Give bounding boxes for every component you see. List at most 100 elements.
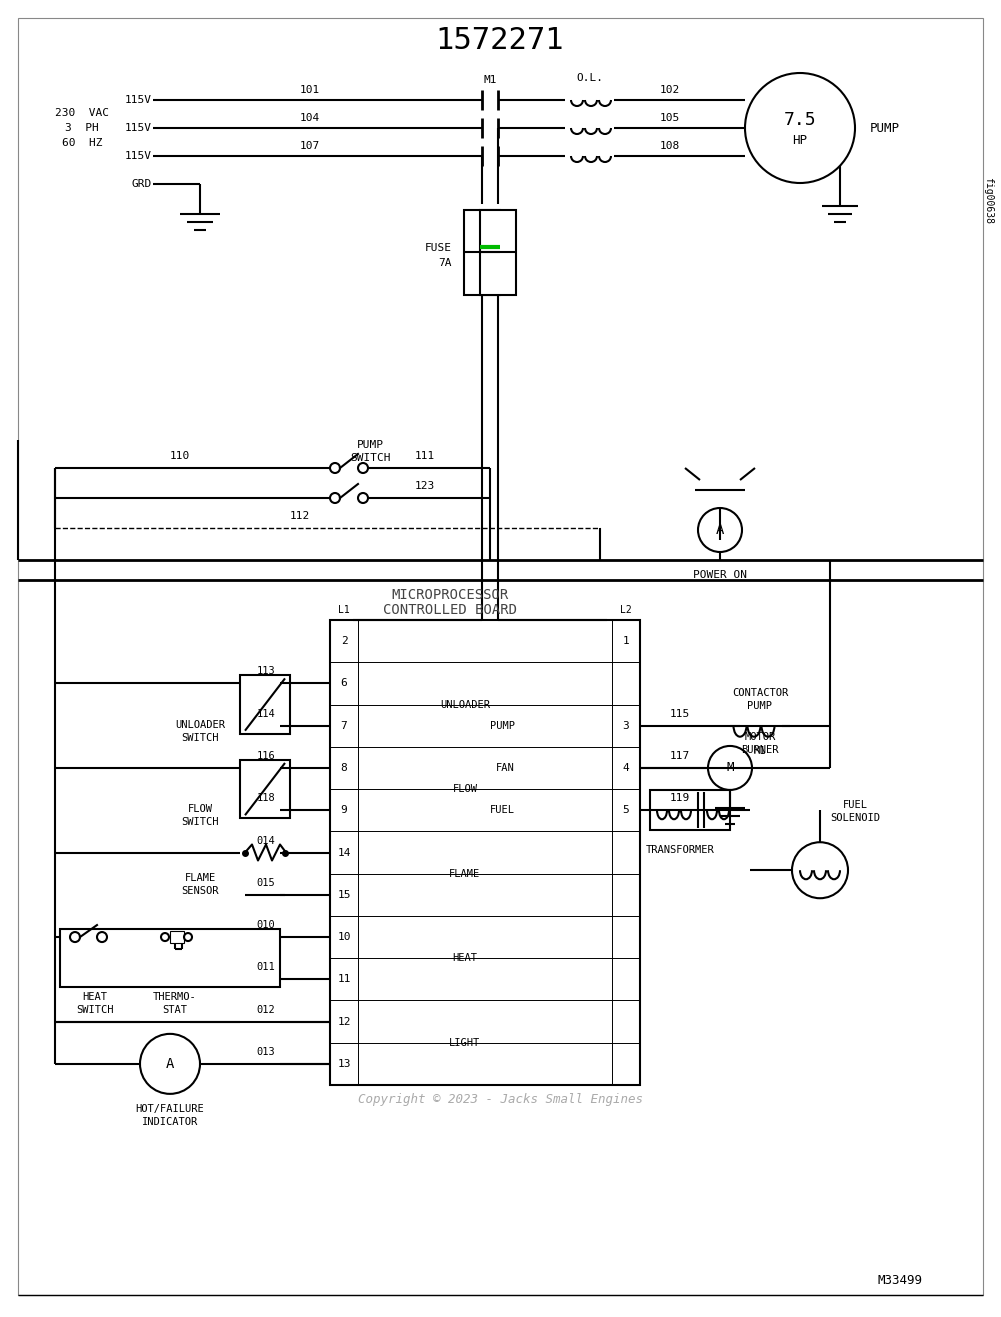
Text: PUMP: PUMP [490, 720, 515, 731]
Text: UNLOADER: UNLOADER [175, 719, 225, 730]
Text: HOT/FAILURE: HOT/FAILURE [135, 1104, 204, 1114]
Text: 5: 5 [623, 805, 630, 815]
Text: 10: 10 [337, 932, 350, 942]
Text: 015: 015 [256, 877, 275, 888]
Text: 118: 118 [256, 793, 275, 803]
Text: 3  PH: 3 PH [65, 122, 99, 133]
Text: O.L.: O.L. [577, 72, 604, 83]
Text: FLOW: FLOW [452, 784, 477, 794]
Text: CONTACTOR: CONTACTOR [732, 687, 788, 698]
Bar [650, 790, 730, 830]
Text: 115V: 115V [125, 95, 152, 105]
Text: 15: 15 [337, 890, 350, 900]
Text: 6: 6 [340, 678, 347, 689]
Text: 1572271: 1572271 [435, 25, 565, 54]
Text: M1: M1 [754, 745, 766, 756]
Text: A: A [716, 523, 724, 537]
Text: 3: 3 [623, 720, 630, 731]
Text: 010: 010 [256, 921, 275, 930]
Text: CONTROLLED BOARD: CONTROLLED BOARD [383, 603, 517, 616]
Text: 119: 119 [670, 793, 690, 803]
Text: PUMP: PUMP [870, 121, 900, 134]
Text: 13: 13 [337, 1059, 350, 1069]
Text: HEAT: HEAT [452, 954, 477, 963]
Text: M1: M1 [483, 75, 496, 86]
Text: 014: 014 [256, 835, 275, 846]
Text: 115V: 115V [125, 151, 152, 161]
Text: FUEL: FUEL [490, 805, 515, 815]
Text: 12: 12 [337, 1017, 350, 1026]
Text: M33499: M33499 [878, 1274, 923, 1287]
Bar [240, 760, 290, 818]
Text: 112: 112 [290, 511, 310, 522]
Text: M: M [727, 761, 734, 774]
Text: THERMO-: THERMO- [153, 992, 197, 1002]
Text: 115: 115 [670, 709, 690, 719]
Text: 114: 114 [256, 709, 275, 719]
Text: POWER ON: POWER ON [693, 570, 747, 579]
Text: A: A [166, 1056, 174, 1071]
Text: SWITCH: SWITCH [349, 453, 390, 464]
Text: INDICATOR: INDICATOR [142, 1117, 198, 1127]
Text: PUMP: PUMP [356, 440, 383, 450]
Text: FLOW: FLOW [187, 805, 212, 814]
Text: SOLENOID: SOLENOID [830, 813, 880, 823]
Text: 116: 116 [256, 751, 275, 761]
Text: Copyright © 2023 - Jacks Small Engines: Copyright © 2023 - Jacks Small Engines [357, 1093, 643, 1106]
Text: STAT: STAT [162, 1005, 187, 1015]
Text: FLAME: FLAME [449, 869, 480, 878]
Text: 60  HZ: 60 HZ [62, 138, 102, 148]
Bar [60, 928, 280, 988]
Text: 4: 4 [623, 763, 630, 773]
Text: 11: 11 [337, 975, 350, 984]
Text: 9: 9 [340, 805, 347, 815]
Text: 2: 2 [340, 636, 347, 647]
Text: 011: 011 [256, 963, 275, 972]
Text: 107: 107 [300, 141, 320, 151]
Text: FLAME: FLAME [184, 872, 215, 882]
Text: 1: 1 [623, 636, 630, 647]
Bar [330, 620, 640, 1085]
Text: PUMP: PUMP [748, 701, 773, 711]
Text: 14: 14 [337, 848, 350, 857]
Bar [240, 676, 290, 734]
Text: 012: 012 [256, 1005, 275, 1014]
Text: 111: 111 [414, 450, 435, 461]
Text: 230  VAC: 230 VAC [55, 108, 109, 119]
Text: 110: 110 [170, 450, 190, 461]
Text: SWITCH: SWITCH [181, 732, 219, 743]
Text: 8: 8 [340, 763, 347, 773]
Text: FAN: FAN [496, 763, 515, 773]
Text: FUEL: FUEL [843, 801, 868, 810]
Text: fig00638: fig00638 [983, 176, 993, 224]
Text: 113: 113 [256, 666, 275, 677]
Text: L2: L2 [621, 605, 632, 615]
Text: 013: 013 [256, 1047, 275, 1056]
Bar [480, 209, 516, 295]
Text: 108: 108 [660, 141, 680, 151]
Text: 105: 105 [660, 113, 680, 122]
Text: 123: 123 [414, 481, 435, 491]
Bar [464, 209, 500, 295]
Text: FUSE: FUSE [425, 244, 452, 253]
Text: SENSOR: SENSOR [181, 885, 219, 896]
Text: 115V: 115V [125, 122, 152, 133]
Text: 7.5: 7.5 [784, 111, 816, 129]
Text: MOTOR: MOTOR [745, 732, 776, 741]
Text: 101: 101 [300, 86, 320, 95]
Text: 104: 104 [300, 113, 320, 122]
Text: GRD: GRD [132, 179, 152, 190]
Text: LIGHT: LIGHT [449, 1038, 480, 1048]
Text: HP: HP [793, 133, 808, 146]
Text: 102: 102 [660, 86, 680, 95]
Text: HEAT: HEAT [82, 992, 107, 1002]
Bar [170, 931, 184, 943]
Text: SWITCH: SWITCH [76, 1005, 114, 1015]
Text: MICROPROCESSOR: MICROPROCESSOR [391, 587, 509, 602]
Text: UNLOADER: UNLOADER [440, 699, 490, 710]
Text: TRANSFORMER: TRANSFORMER [646, 846, 715, 855]
Text: 7: 7 [340, 720, 347, 731]
Text: 117: 117 [670, 751, 690, 761]
Text: L1: L1 [338, 605, 350, 615]
Text: BURNER: BURNER [742, 745, 779, 755]
